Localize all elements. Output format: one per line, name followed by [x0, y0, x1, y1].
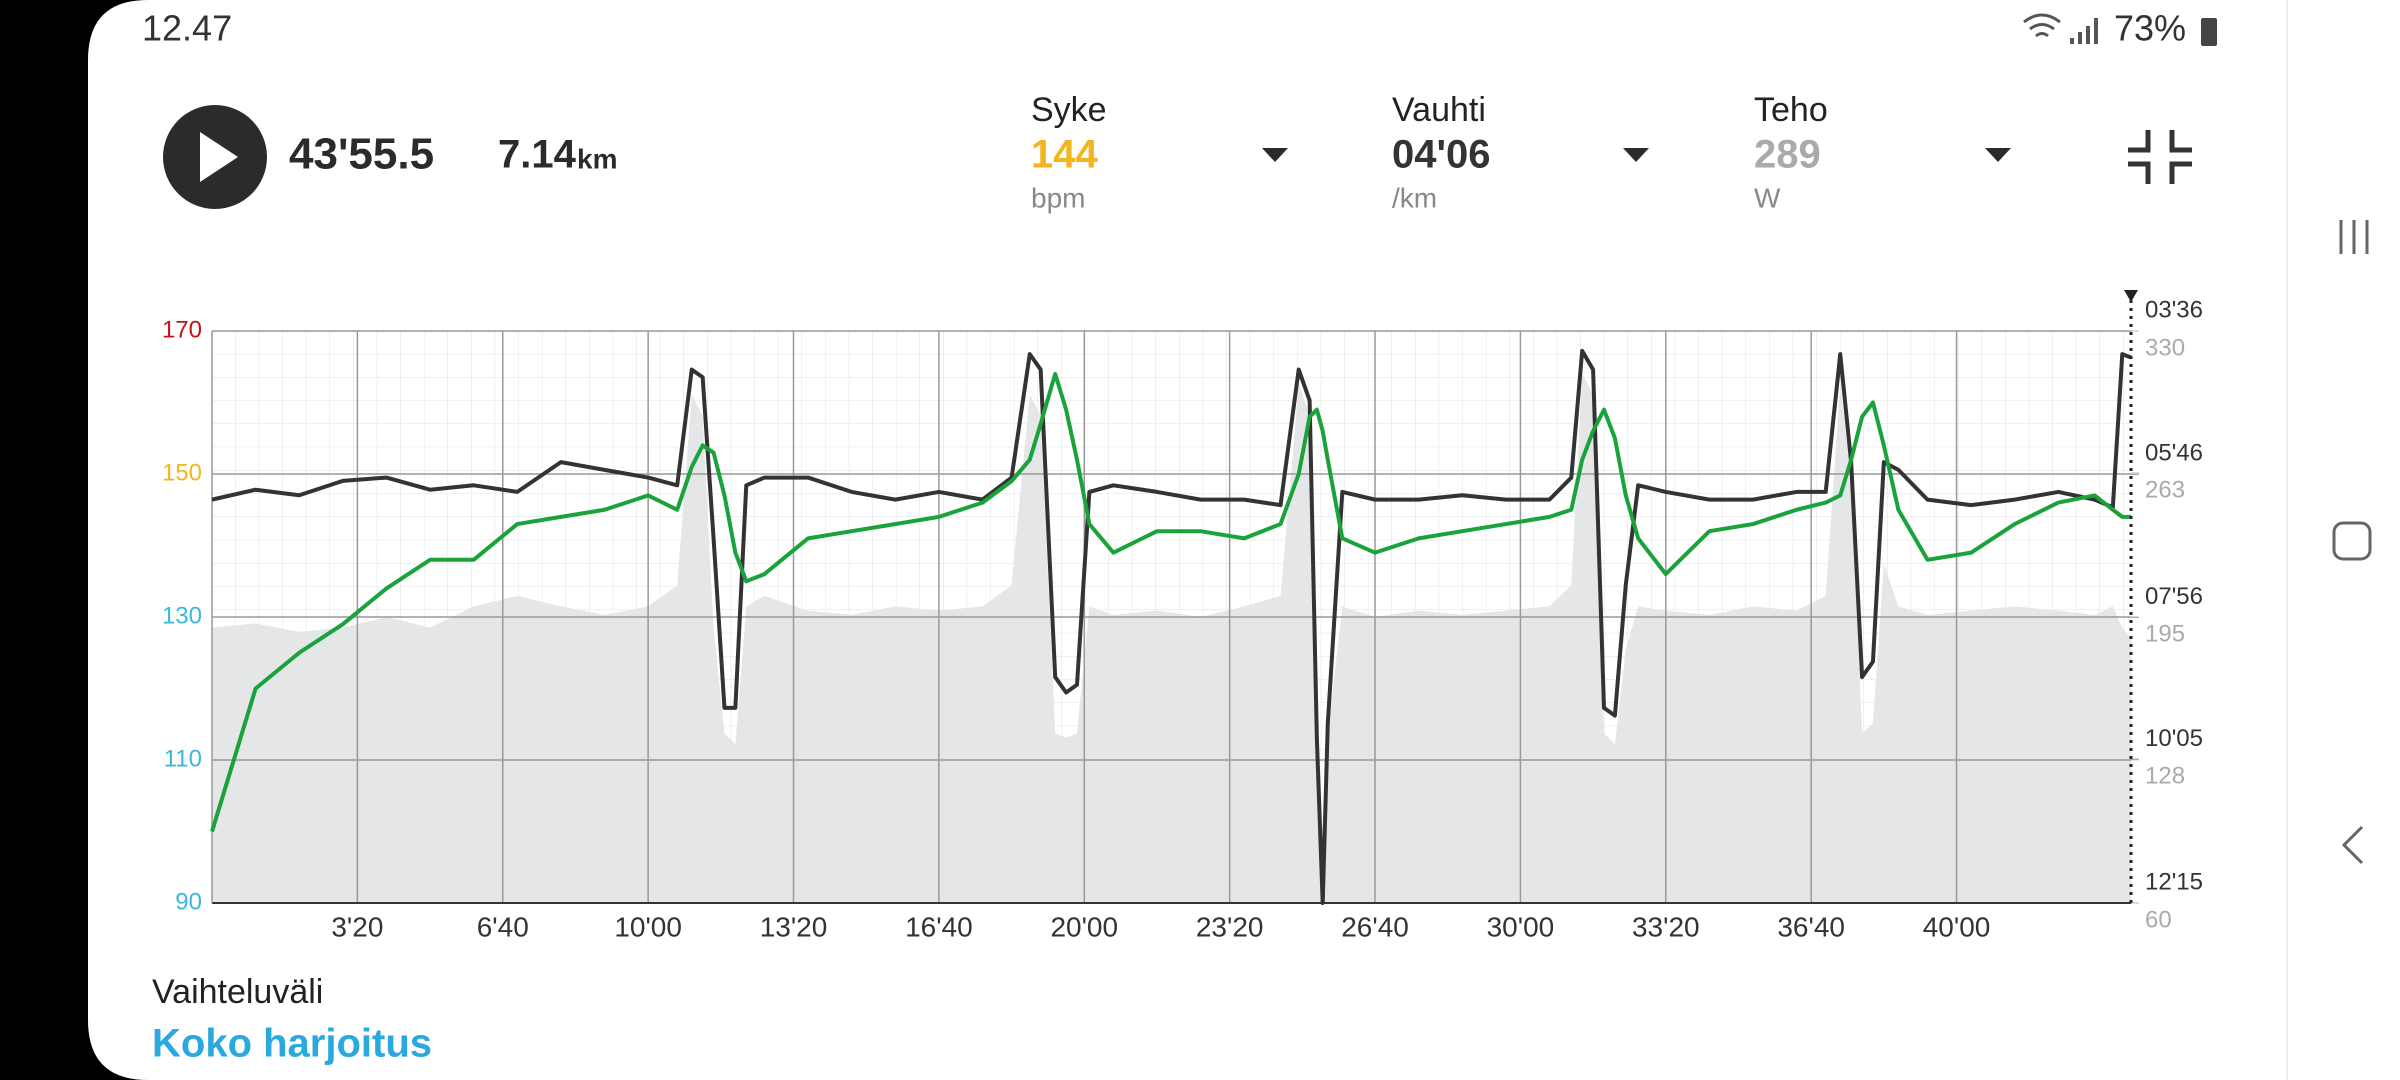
power-area [212, 373, 2131, 903]
y3-tick-label: 330 [2145, 334, 2185, 361]
nav-back[interactable] [2341, 825, 2364, 865]
x-tick-label: 33'20 [1632, 911, 1700, 942]
x-tick-label: 6'40 [477, 911, 529, 942]
x-tick-label: 30'00 [1487, 911, 1555, 942]
metric-value: 289 [1754, 133, 1821, 177]
minimize-icon[interactable] [2128, 130, 2192, 184]
y-tick-label: 130 [162, 602, 202, 629]
cursor-handle[interactable] [2124, 290, 2138, 302]
x-tick-label: 16'40 [905, 911, 973, 942]
y-tick-label: 170 [162, 316, 202, 343]
metric-unit: bpm [1031, 182, 1085, 213]
y-tick-label: 150 [162, 459, 202, 486]
metric-value: 144 [1031, 133, 1098, 177]
metric-label: Vauhti [1392, 91, 1486, 129]
battery-icon [2201, 18, 2217, 46]
nav-recent[interactable] [2339, 220, 2369, 254]
y2-tick-label: 03'36 [2145, 296, 2203, 323]
duration: 43'55.5 [289, 130, 434, 179]
x-tick-label: 20'00 [1050, 911, 1118, 942]
metric-label: Teho [1754, 91, 1828, 129]
x-tick-label: 23'20 [1196, 911, 1264, 942]
y-tick-label: 110 [164, 745, 202, 772]
y3-tick-label: 60 [2145, 906, 2172, 933]
distance: 7.14 [498, 133, 577, 177]
x-tick-label: 13'20 [760, 911, 828, 942]
heart-rate-line [210, 371, 2131, 833]
y2-tick-label: 10'05 [2145, 725, 2203, 752]
x-tick-label: 10'00 [614, 911, 682, 942]
y2-tick-label: 12'15 [2145, 868, 2203, 895]
play-icon [200, 132, 238, 182]
metric-label: Syke [1031, 91, 1107, 129]
y3-tick-label: 128 [2145, 762, 2185, 789]
distance-unit: km [577, 143, 617, 174]
metric-dropdown[interactable] [1623, 148, 1649, 162]
status-battery: 73% [2114, 8, 2186, 49]
x-tick-label: 36'40 [1777, 911, 1845, 942]
y2-tick-label: 05'46 [2145, 440, 2203, 467]
status-time: 12.47 [142, 8, 232, 49]
x-tick-label: 40'00 [1923, 911, 1991, 942]
y2-tick-label: 07'56 [2145, 583, 2203, 610]
range-value[interactable]: Koko harjoitus [152, 1022, 432, 1066]
status-icons [2023, 13, 2098, 44]
x-tick-label: 3'20 [331, 911, 383, 942]
x-tick-label: 26'40 [1341, 911, 1409, 942]
metric-unit: W [1754, 182, 1781, 213]
metric-value: 04'06 [1392, 133, 1491, 177]
metric-dropdown[interactable] [1985, 148, 2011, 162]
y3-tick-label: 195 [2145, 620, 2185, 647]
metric-dropdown[interactable] [1262, 148, 1288, 162]
y3-tick-label: 263 [2145, 476, 2185, 503]
range-label: Vaihteluväli [152, 973, 323, 1011]
nav-home[interactable] [2332, 521, 2372, 561]
metric-unit: /km [1392, 182, 1437, 213]
y-tick-label: 90 [175, 888, 202, 915]
